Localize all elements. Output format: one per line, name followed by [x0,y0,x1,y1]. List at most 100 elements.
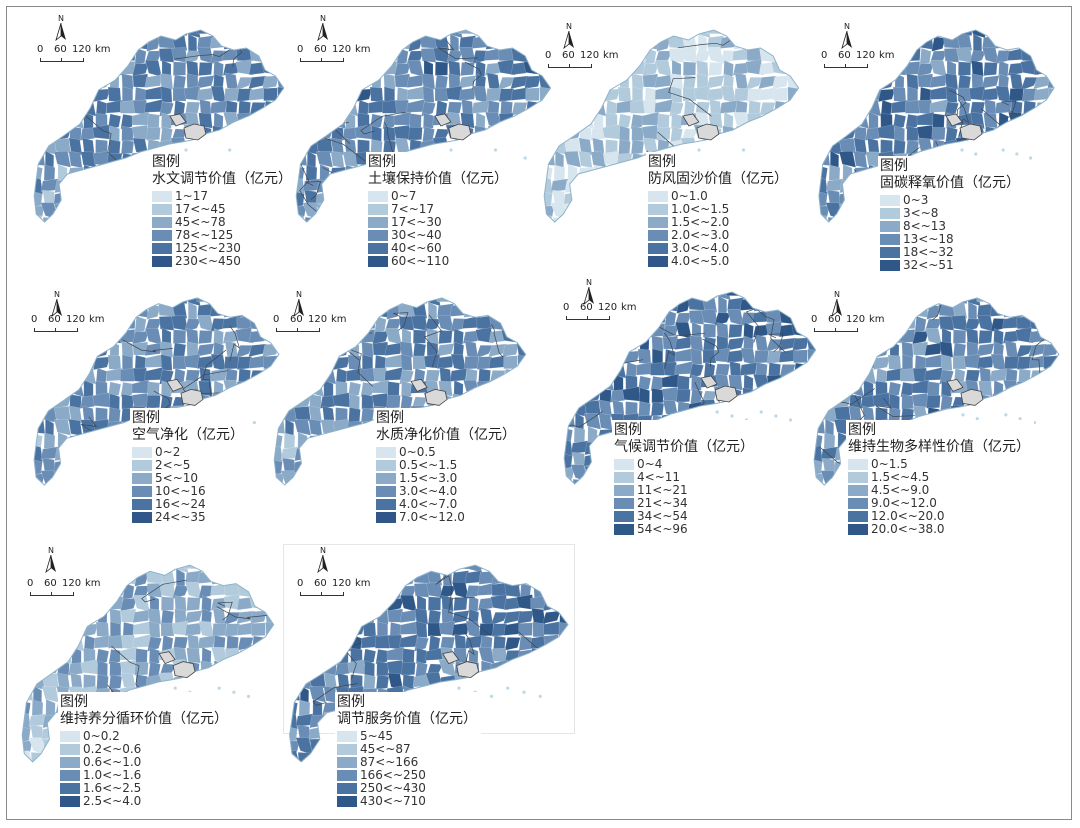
legend-swatch [337,796,357,807]
legend-swatch [132,460,152,471]
legend-title: 空气净化（亿元） [132,427,244,443]
scale-tick: 120 [580,50,600,61]
map-legend: 图例 调节服务价值（亿元） 5~45 45<~87 87<~166 166<~250 250… [335,692,481,808]
excluded-area [442,651,480,679]
legend-swatch [368,243,388,254]
legend-label: 7<~17 [391,202,435,216]
legend-item: 0.5<~1.5 [376,459,516,472]
legend-swatch [880,260,900,271]
legend-label: 7.0<~12.0 [399,510,465,524]
legend-label: 0~3 [903,193,929,207]
north-label: N [320,546,326,555]
legend-swatch [60,731,80,742]
scale-tick: 0 [27,578,34,589]
north-label: N [48,546,54,555]
legend-item: 0.6<~1.0 [60,756,228,769]
legend-label: 430<~710 [360,794,426,808]
legend-swatch [376,460,396,471]
legend-label: 166<~250 [360,768,426,782]
legend-label: 1~17 [175,189,208,203]
north-arrow-icon: N [44,546,58,573]
province-map [295,29,552,223]
legend-item: 17<~30 [368,216,508,229]
legend-item: 0~1.5 [848,458,1030,471]
legend-label: 0~2 [155,445,181,459]
legend-heading: 图例 [132,410,160,426]
excluded-area [946,378,984,406]
scale-tick: 120 [856,50,876,61]
legend-item: 1~17 [152,190,292,203]
legend-item: 1.0<~1.6 [60,769,228,782]
legend-swatch [880,247,900,258]
scale-tick: 120 [332,44,352,55]
north-arrow-icon: N [54,14,68,41]
legend-item: 4.0<~5.0 [648,255,788,268]
scale-tick: 60 [828,314,841,325]
legend-label: 16<~24 [155,497,206,511]
legend-swatch [614,472,634,483]
legend-item: 4.5<~9.0 [848,484,1030,497]
scale-bar: 0 60 120 km [37,44,120,68]
legend-swatch [337,744,357,755]
legend-heading: 图例 [60,694,88,710]
legend-label: 0~4 [637,457,663,471]
scale-tick: 0 [297,44,304,55]
legend-item: 54<~96 [614,523,754,536]
scale-tick: 60 [314,578,327,589]
map-legend: 图例 土壤保持价值（亿元） 0~7 7<~17 17<~30 30<~40 40<~60 60… [366,152,512,268]
province-map [21,564,275,763]
legend-swatch [132,473,152,484]
scale-tick: 0 [563,302,570,313]
legend-item: 40<~60 [368,242,508,255]
legend-item: 32<~51 [880,259,1020,272]
legend-item: 9.0<~12.0 [848,497,1030,510]
legend-label: 21<~34 [637,496,688,510]
scale-bar: 0 60 120 km [297,44,380,68]
legend-label: 45<~87 [360,742,411,756]
legend-item: 20.0<~38.0 [848,523,1030,536]
legend-swatch [614,511,634,522]
scale-unit: km [331,314,347,325]
legend-label: 125<~230 [175,241,241,255]
legend-item: 7<~17 [368,203,508,216]
legend-item: 7.0<~12.0 [376,511,516,524]
legend-item: 125<~230 [152,242,292,255]
legend-swatch [848,524,868,535]
scale-tick: 60 [54,44,67,55]
legend-swatch [848,498,868,509]
north-arrow-icon: N [562,22,576,49]
legend-item: 2.0<~3.0 [648,229,788,242]
legend-item: 87<~166 [337,756,477,769]
legend-item: 0~0.2 [60,730,228,743]
legend-swatch [614,524,634,535]
map-legend: 图例 维持养分循环价值（亿元） 0~0.2 0.2<~0.6 0.6<~1.0 1.0<~… [58,692,232,808]
legend-label: 9.0<~12.0 [871,496,937,510]
legend-label: 17<~45 [175,202,226,216]
north-label: N [566,22,572,31]
map-legend: 图例 空气净化（亿元） 0~2 2<~5 5<~10 10<~16 16<~24 24<~35 [130,408,248,524]
scale-unit: km [355,44,371,55]
legend-swatch [368,256,388,267]
legend-label: 10<~16 [155,484,206,498]
legend-swatch [376,473,396,484]
map-legend: 图例 气候调节价值（亿元） 0~4 4<~11 11<~21 21<~34 34<~54 54… [612,420,758,536]
legend-label: 34<~54 [637,509,688,523]
legend-label: 5~45 [360,729,393,743]
legend-item: 12.0<~20.0 [848,510,1030,523]
north-label: N [54,290,60,299]
excluded-area [700,375,738,403]
legend-label: 17<~30 [391,215,442,229]
map-legend: 图例 固碳释氧价值（亿元） 0~3 3<~8 8<~13 13<~18 18<~32 32<~… [878,156,1024,272]
scale-unit: km [95,44,111,55]
legend-item: 34<~54 [614,510,754,523]
legend-label: 8<~13 [903,219,947,233]
legend-swatch [648,230,668,241]
legend-heading: 图例 [614,422,642,438]
north-label: N [320,14,326,23]
legend-item: 5<~10 [132,472,244,485]
legend-label: 4.0<~5.0 [671,254,730,268]
scale-unit: km [89,314,105,325]
legend-item: 16<~24 [132,498,244,511]
legend-label: 1.0<~1.5 [671,202,730,216]
scale-tick: 0 [811,314,818,325]
